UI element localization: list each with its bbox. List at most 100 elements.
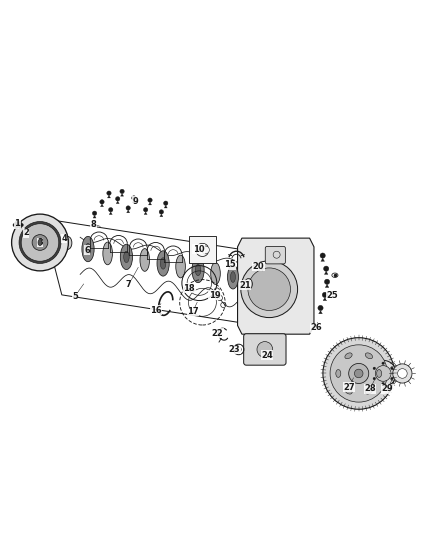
- Circle shape: [21, 224, 59, 261]
- Circle shape: [373, 377, 376, 380]
- Circle shape: [148, 198, 152, 203]
- Circle shape: [241, 261, 297, 318]
- Circle shape: [257, 342, 273, 357]
- Text: 27: 27: [343, 383, 355, 392]
- Ellipse shape: [195, 264, 201, 276]
- Ellipse shape: [345, 353, 352, 359]
- Polygon shape: [116, 201, 119, 204]
- Polygon shape: [325, 285, 329, 287]
- Circle shape: [19, 222, 61, 263]
- Circle shape: [370, 360, 396, 386]
- Circle shape: [163, 201, 168, 205]
- Text: 21: 21: [239, 281, 251, 290]
- Ellipse shape: [160, 258, 166, 269]
- Circle shape: [373, 367, 376, 370]
- Circle shape: [393, 364, 412, 383]
- Circle shape: [144, 207, 148, 212]
- Circle shape: [132, 196, 136, 200]
- Text: 25: 25: [327, 291, 339, 300]
- Circle shape: [325, 279, 330, 285]
- Text: 9: 9: [132, 197, 138, 206]
- Circle shape: [13, 223, 16, 227]
- Circle shape: [109, 207, 113, 212]
- Text: 2: 2: [23, 228, 29, 237]
- Text: 5: 5: [72, 292, 78, 301]
- Polygon shape: [325, 271, 328, 274]
- Polygon shape: [323, 297, 327, 301]
- Text: 1: 1: [14, 219, 20, 228]
- FancyBboxPatch shape: [244, 334, 286, 365]
- Ellipse shape: [345, 388, 352, 394]
- Circle shape: [14, 221, 18, 225]
- Text: 19: 19: [209, 291, 220, 300]
- Circle shape: [18, 225, 21, 229]
- Ellipse shape: [211, 263, 220, 285]
- Circle shape: [12, 214, 68, 271]
- Circle shape: [330, 345, 387, 402]
- Circle shape: [20, 223, 23, 227]
- Ellipse shape: [377, 369, 381, 377]
- Circle shape: [322, 292, 328, 297]
- Polygon shape: [160, 214, 163, 217]
- Circle shape: [116, 197, 120, 201]
- Polygon shape: [120, 193, 124, 196]
- Polygon shape: [100, 204, 103, 207]
- Polygon shape: [237, 238, 314, 334]
- Circle shape: [18, 221, 21, 225]
- Ellipse shape: [230, 272, 236, 282]
- Text: 10: 10: [193, 245, 204, 254]
- Text: 26: 26: [310, 323, 322, 332]
- Circle shape: [126, 206, 131, 210]
- Ellipse shape: [176, 255, 185, 278]
- Ellipse shape: [103, 242, 113, 265]
- Circle shape: [398, 369, 407, 378]
- Circle shape: [120, 189, 124, 193]
- Polygon shape: [93, 215, 96, 218]
- FancyBboxPatch shape: [265, 246, 286, 264]
- Circle shape: [391, 377, 393, 380]
- Bar: [189, 236, 215, 263]
- Circle shape: [14, 225, 18, 229]
- Ellipse shape: [85, 244, 91, 255]
- Circle shape: [349, 364, 369, 384]
- Ellipse shape: [82, 236, 94, 262]
- Ellipse shape: [192, 257, 204, 282]
- Circle shape: [382, 362, 385, 365]
- Circle shape: [100, 200, 104, 204]
- Polygon shape: [164, 205, 167, 208]
- Text: 18: 18: [184, 284, 195, 293]
- Polygon shape: [109, 212, 112, 215]
- Circle shape: [354, 369, 363, 378]
- Text: 16: 16: [150, 305, 162, 314]
- Polygon shape: [132, 200, 135, 203]
- Polygon shape: [107, 195, 110, 198]
- Text: 4: 4: [61, 234, 67, 243]
- Polygon shape: [144, 212, 147, 215]
- Circle shape: [323, 338, 395, 409]
- Ellipse shape: [63, 236, 72, 249]
- Circle shape: [318, 305, 323, 311]
- Polygon shape: [127, 210, 130, 213]
- Text: 7: 7: [126, 280, 131, 289]
- Polygon shape: [321, 258, 325, 261]
- Circle shape: [320, 253, 325, 258]
- Circle shape: [248, 268, 290, 311]
- Text: 3: 3: [37, 238, 43, 247]
- Polygon shape: [148, 203, 152, 205]
- Ellipse shape: [140, 248, 150, 271]
- Text: 8: 8: [90, 220, 96, 229]
- Circle shape: [32, 235, 48, 251]
- Ellipse shape: [124, 251, 129, 263]
- Text: 29: 29: [382, 384, 393, 393]
- Circle shape: [391, 367, 393, 370]
- Ellipse shape: [120, 244, 133, 270]
- Text: 6: 6: [84, 246, 90, 255]
- Ellipse shape: [157, 251, 169, 276]
- Ellipse shape: [336, 369, 341, 377]
- Text: 28: 28: [364, 384, 376, 393]
- Text: 15: 15: [224, 260, 235, 269]
- Text: 24: 24: [261, 351, 273, 360]
- Ellipse shape: [365, 388, 373, 394]
- Circle shape: [107, 191, 111, 195]
- Text: 17: 17: [187, 307, 198, 316]
